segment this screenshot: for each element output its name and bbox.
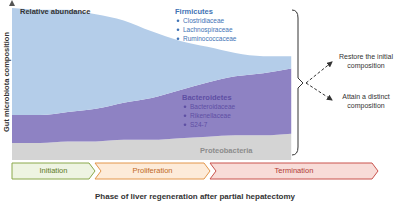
svg-text:Lachnospiraceae: Lachnospiraceae — [183, 26, 233, 34]
svg-text:Phase of liver regeneration af: Phase of liver regeneration after partia… — [95, 192, 296, 201]
svg-text:Ruminococcaceae: Ruminococcaceae — [183, 35, 237, 42]
svg-text:Proliferation: Proliferation — [132, 166, 172, 175]
svg-text:Bacteroidaceae: Bacteroidaceae — [190, 103, 236, 110]
svg-text:Relative abundance: Relative abundance — [20, 7, 90, 16]
svg-text:Clostridiaceae: Clostridiaceae — [183, 17, 225, 24]
svg-text:Gut microbiota composition: Gut microbiota composition — [8, 32, 11, 132]
svg-text:Rikenellaceae: Rikenellaceae — [190, 112, 231, 119]
svg-text:Bacteroidetes: Bacteroidetes — [182, 93, 232, 102]
svg-text:Proteobacteria: Proteobacteria — [200, 146, 253, 155]
svg-text:Initiation: Initiation — [40, 166, 68, 175]
svg-text:S24-7: S24-7 — [190, 121, 208, 128]
html-text:Attain a distinct composition: Attain a distinct composition — [342, 93, 390, 109]
svg-text:Termination: Termination — [275, 166, 314, 175]
svg-text:Firmicutes: Firmicutes — [175, 7, 213, 16]
html-text:Restore the initial compositio: Restore the initial composition — [339, 53, 393, 69]
